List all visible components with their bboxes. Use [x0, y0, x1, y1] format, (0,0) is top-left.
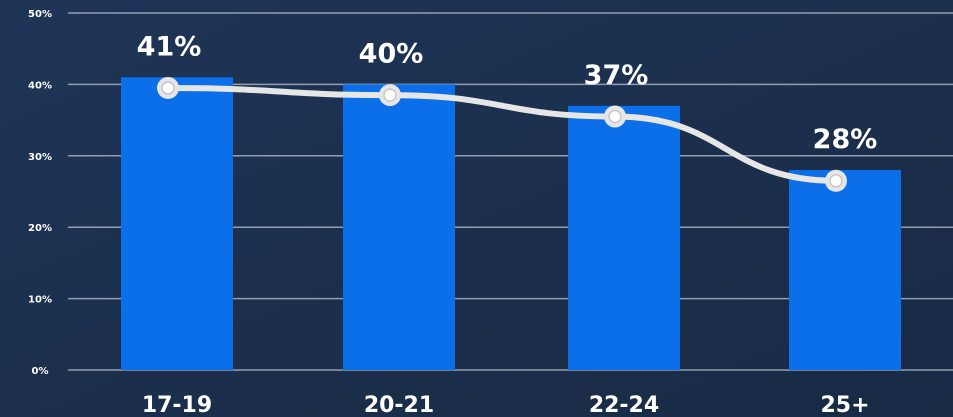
- y-tick-label: 50%: [28, 9, 52, 20]
- data-label: 37%: [584, 60, 649, 91]
- y-tick-label: 40%: [28, 80, 52, 91]
- trend-point-inner: [383, 88, 397, 102]
- bar: [568, 105, 680, 370]
- y-axis-ticks: 0% 10% 20% 30% 40% 50%: [28, 9, 52, 377]
- trend-line: [157, 76, 847, 192]
- y-tick-label: 0%: [32, 366, 49, 377]
- y-tick-label: 10%: [28, 295, 52, 306]
- y-tick-label: 20%: [28, 223, 52, 234]
- data-labels: 41% 40% 37% 28%: [137, 31, 878, 155]
- y-tick-label: 30%: [28, 152, 52, 163]
- x-tick-label: 25+: [820, 393, 869, 417]
- trend-point-inner: [161, 81, 175, 95]
- bar: [789, 170, 901, 370]
- bar: [343, 84, 455, 371]
- trend-point-inner: [829, 174, 843, 188]
- trend-line-path: [165, 84, 839, 184]
- x-axis-ticks: 17-19 20-21 22-24 25+: [142, 393, 870, 417]
- bars: [121, 77, 901, 371]
- data-label: 28%: [813, 124, 878, 155]
- x-tick-label: 17-19: [142, 393, 212, 417]
- x-tick-label: 22-24: [589, 393, 659, 417]
- x-tick-label: 20-21: [364, 393, 434, 417]
- data-label: 40%: [359, 38, 424, 69]
- bar: [121, 77, 233, 370]
- data-label: 41%: [137, 31, 202, 62]
- trend-point-inner: [608, 109, 622, 124]
